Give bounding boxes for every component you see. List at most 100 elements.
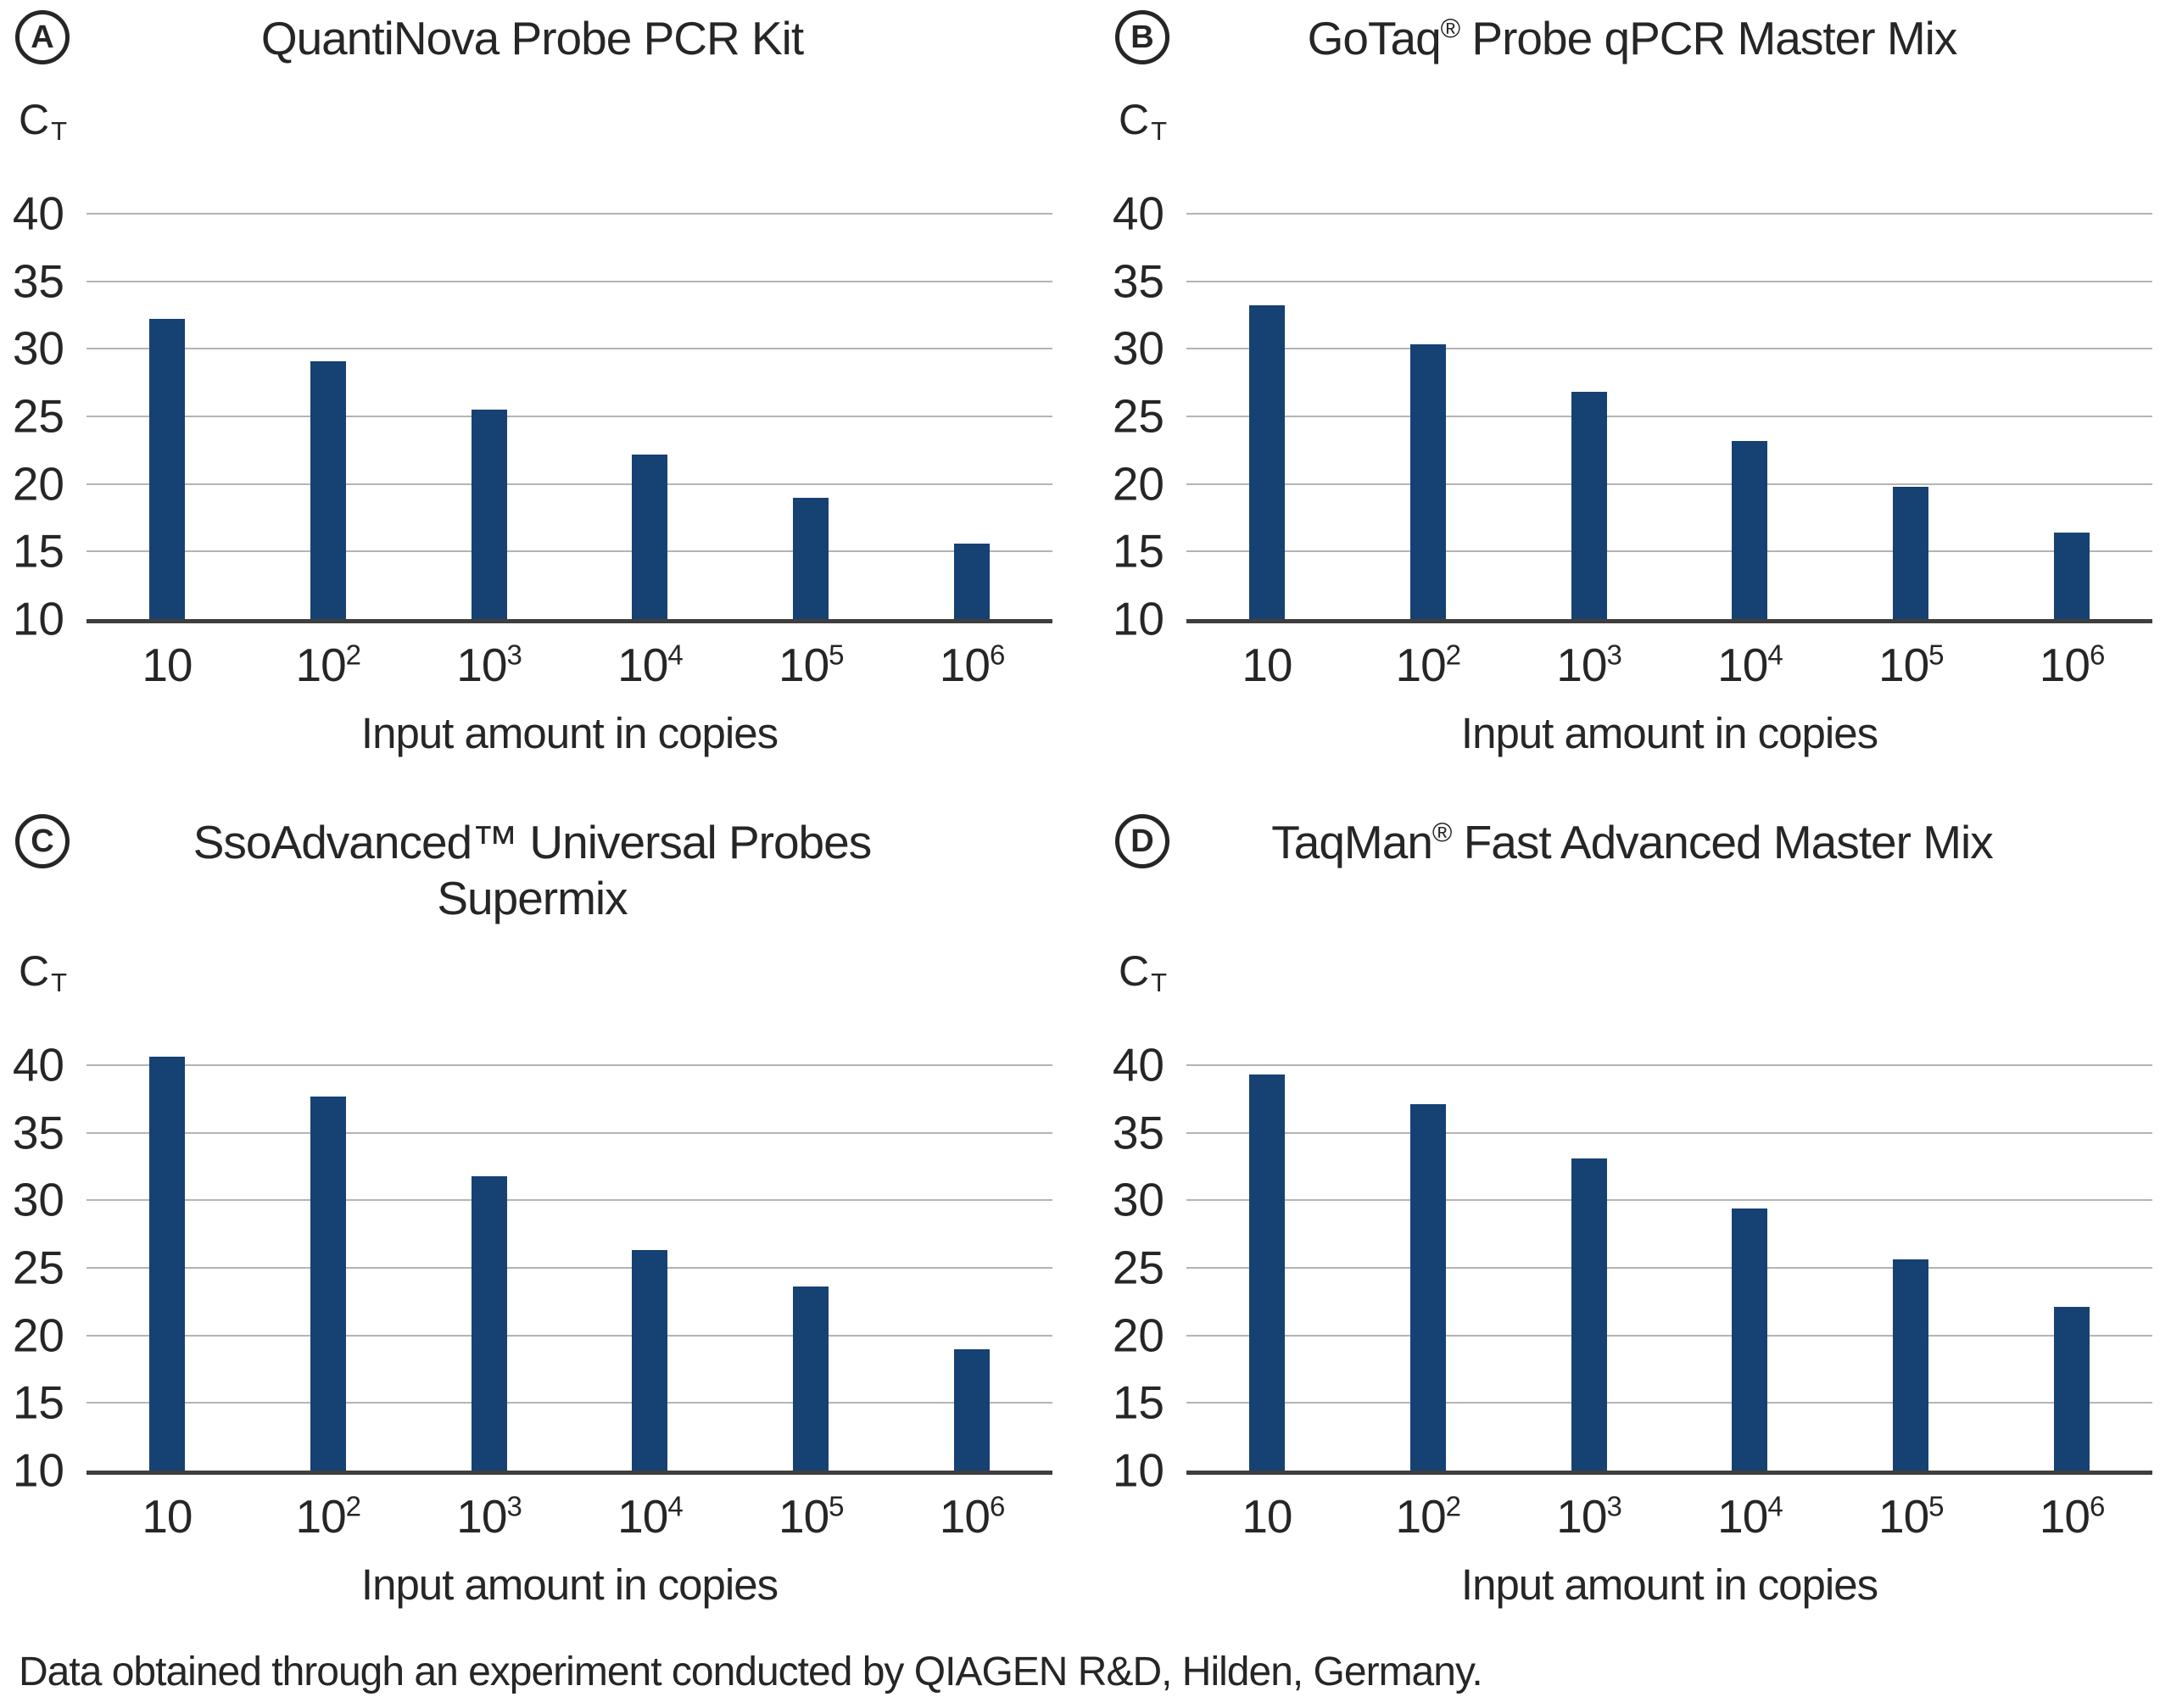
y-axis-ticks: 40 35 30 25 20 15 10	[1112, 1031, 1186, 1493]
bar	[1409, 1104, 1446, 1471]
gridline	[87, 280, 1052, 282]
plot-row: 40 35 30 25 20 15 10 10 102 103 104 105 106	[12, 1031, 1052, 1540]
gridline	[87, 483, 1052, 485]
bar	[1571, 1158, 1607, 1471]
x-tick-label: 102	[295, 1490, 361, 1543]
gridline	[1186, 483, 2152, 485]
x-tick-label: 104	[617, 639, 684, 691]
bar	[954, 1348, 991, 1471]
panel-letter: A	[31, 20, 54, 55]
x-tick-label: 105	[1878, 639, 1945, 691]
y-tick-label: 15	[12, 1376, 64, 1429]
y-tick-label: 40	[1112, 187, 1164, 240]
y-tick-label: 10	[1112, 592, 1164, 645]
gridline	[1186, 348, 2152, 350]
y-tick-label: 15	[12, 524, 64, 578]
x-axis-title: Input amount in copies	[360, 709, 779, 757]
gridline	[87, 1131, 1052, 1134]
y-axis-ticks: 40 35 30 25 20 15 10	[1112, 180, 1186, 642]
y-tick-label: 25	[12, 1241, 64, 1294]
x-tick-label: 102	[295, 639, 361, 691]
y-tick-label: 10	[12, 1443, 64, 1497]
gridline	[1186, 550, 2152, 553]
y-axis-label-sub: T	[1151, 967, 1168, 997]
x-tick-label: 105	[778, 639, 845, 691]
y-tick-label: 35	[12, 254, 64, 308]
x-tick-label: 10	[142, 1490, 193, 1543]
y-tick-label: 15	[1112, 1376, 1164, 1429]
y-axis-label: CT	[19, 97, 1052, 146]
bar	[471, 409, 507, 619]
x-tick-label: 103	[456, 639, 522, 691]
panel-letter: C	[31, 823, 54, 859]
chart-title-line: QuantiNova Probe PCR Kit	[260, 12, 804, 64]
chart-panel: D TaqMan® Fast Advanced Master Mix CT 40…	[1112, 814, 2152, 1610]
gridline	[87, 348, 1052, 350]
gridline	[87, 1334, 1052, 1337]
bar	[1732, 1208, 1768, 1471]
y-axis-label: CT	[1119, 96, 2152, 146]
panel-letter-badge: C	[15, 814, 70, 868]
chart-title-line: GoTaq® Probe qPCR Master Mix	[1307, 12, 1958, 64]
x-axis-title: Input amount in copies	[360, 1560, 779, 1609]
plot-area: 10 102 103 104 105 106	[1186, 180, 2152, 689]
chart-title-line: SsoAdvanced™ Universal Probes	[193, 816, 872, 868]
y-axis-ticks: 40 35 30 25 20 15 10	[12, 180, 87, 642]
bar	[793, 1287, 829, 1471]
y-tick-label: 30	[1112, 321, 1164, 375]
x-tick-label: 106	[939, 639, 1006, 691]
y-tick-label: 35	[1112, 254, 1164, 308]
panel-letter: B	[1130, 20, 1154, 55]
panel-letter-badge: A	[15, 10, 70, 64]
panel-header: A QuantiNova Probe PCR Kit	[12, 10, 1052, 92]
y-tick-label: 10	[1112, 1443, 1164, 1497]
bar	[1409, 344, 1446, 619]
bar	[2054, 533, 2090, 619]
x-tick-label: 103	[456, 1490, 522, 1543]
y-tick-label: 25	[12, 389, 64, 443]
chart-title-line: Supermix	[437, 872, 628, 924]
x-tick-label: 105	[1878, 1490, 1945, 1543]
plot-area: 10 102 103 104 105 106	[87, 1031, 1052, 1540]
plot-area: 10 102 103 104 105 106	[87, 180, 1052, 689]
y-tick-label: 20	[12, 457, 64, 511]
y-tick-label: 15	[1112, 524, 1164, 578]
y-tick-label: 40	[12, 187, 64, 240]
panel-header: D TaqMan® Fast Advanced Master Mix	[1112, 814, 2152, 943]
y-tick-label: 10	[12, 592, 64, 645]
gridline	[1186, 1199, 2152, 1202]
gridline	[1186, 415, 2152, 417]
y-tick-label: 40	[1112, 1038, 1164, 1091]
x-tick-label: 102	[1395, 1490, 1461, 1543]
y-axis-label-sub: T	[51, 115, 68, 146]
y-tick-label: 30	[12, 1173, 64, 1226]
bar	[2054, 1307, 2090, 1471]
chart-title-line: TaqMan® Fast Advanced Master Mix	[1271, 816, 1993, 868]
gridline	[87, 1199, 1052, 1202]
bar	[148, 319, 185, 619]
x-tick-label: 10	[1242, 639, 1292, 691]
bar	[310, 1096, 346, 1471]
y-axis-ticks: 40 35 30 25 20 15 10	[12, 1031, 87, 1493]
gridline	[87, 212, 1052, 215]
y-axis-label-main: C	[1119, 947, 1150, 995]
x-tick-label: 10	[142, 639, 193, 691]
panel-letter-badge: D	[1115, 814, 1169, 868]
bar	[471, 1175, 507, 1471]
gridline	[87, 1063, 1052, 1066]
y-axis-label-main: C	[1119, 96, 1150, 143]
bar	[1893, 1259, 1929, 1471]
x-axis-title: Input amount in copies	[1460, 709, 1878, 757]
bar	[1732, 440, 1768, 619]
gridline	[87, 1266, 1052, 1269]
y-tick-label: 35	[12, 1106, 64, 1159]
y-axis-label-sub: T	[1151, 115, 1168, 146]
gridline	[87, 415, 1052, 417]
x-tick-label: 10	[1242, 1490, 1292, 1543]
chart-panel: A QuantiNova Probe PCR Kit CT 40 35 30 25 20…	[12, 10, 1052, 758]
plot-row: 40 35 30 25 20 15 10 10 102 103 104 105 106	[12, 180, 1052, 689]
gridline	[1186, 1402, 2152, 1404]
gridline	[1186, 1334, 2152, 1337]
chart-title: TaqMan® Fast Advanced Master Mix	[1112, 814, 2152, 870]
bar	[148, 1057, 185, 1471]
